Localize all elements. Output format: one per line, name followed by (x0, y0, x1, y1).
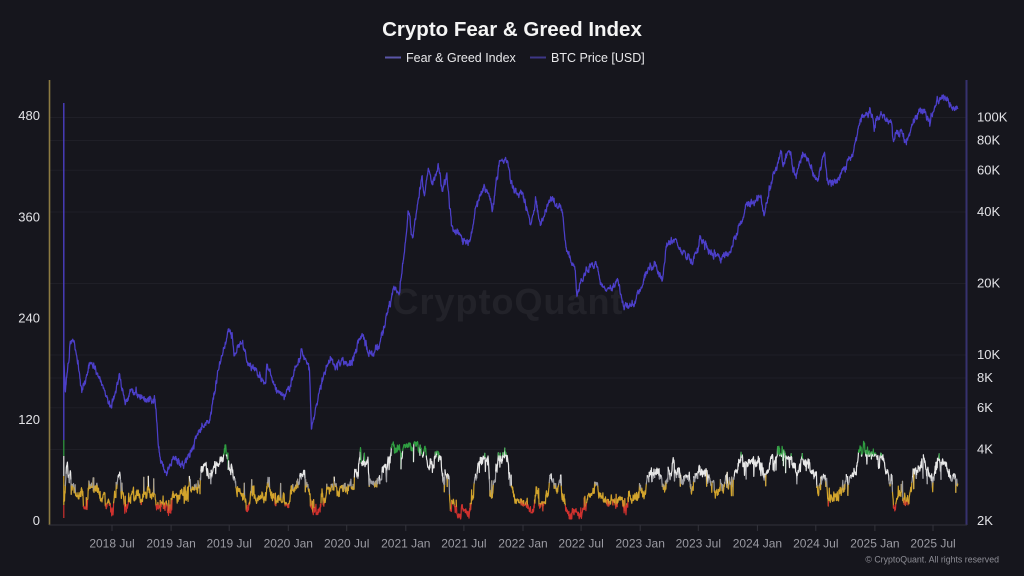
svg-text:2021 Jul: 2021 Jul (441, 537, 486, 551)
svg-text:Crypto Fear & Greed Index: Crypto Fear & Greed Index (382, 18, 642, 41)
svg-text:2020 Jul: 2020 Jul (324, 537, 369, 551)
svg-text:2023 Jan: 2023 Jan (616, 537, 665, 551)
svg-text:2024 Jan: 2024 Jan (733, 537, 782, 551)
svg-text:240: 240 (18, 311, 40, 326)
svg-text:2025 Jul: 2025 Jul (910, 537, 955, 551)
svg-text:Fear & Greed Index: Fear & Greed Index (406, 51, 517, 65)
svg-text:2022 Jan: 2022 Jan (498, 537, 547, 551)
svg-text:2024 Jul: 2024 Jul (793, 537, 838, 551)
svg-text:120: 120 (18, 412, 40, 427)
svg-text:2019 Jul: 2019 Jul (207, 537, 252, 551)
svg-text:2021 Jan: 2021 Jan (381, 537, 430, 551)
svg-text:100K: 100K (977, 110, 1008, 125)
svg-text:2018 Jul: 2018 Jul (89, 537, 134, 551)
svg-text:10K: 10K (977, 347, 1000, 362)
svg-text:CryptoQuant: CryptoQuant (393, 281, 624, 322)
svg-text:2022 Jul: 2022 Jul (558, 537, 603, 551)
svg-text:80K: 80K (977, 133, 1000, 148)
svg-text:© CryptoQuant. All rights rese: © CryptoQuant. All rights reserved (865, 555, 999, 565)
svg-text:480: 480 (18, 108, 40, 123)
svg-text:2K: 2K (977, 513, 993, 528)
svg-text:0: 0 (33, 513, 40, 528)
svg-text:2020 Jan: 2020 Jan (264, 537, 313, 551)
svg-text:360: 360 (18, 209, 40, 224)
svg-text:2019 Jan: 2019 Jan (146, 537, 195, 551)
svg-text:2023 Jul: 2023 Jul (676, 537, 721, 551)
svg-text:BTC Price [USD]: BTC Price [USD] (551, 51, 645, 65)
svg-text:20K: 20K (977, 276, 1000, 291)
svg-text:2025 Jan: 2025 Jan (850, 537, 899, 551)
svg-text:8K: 8K (977, 370, 993, 385)
svg-text:4K: 4K (977, 442, 993, 457)
svg-text:6K: 6K (977, 400, 993, 415)
svg-text:60K: 60K (977, 162, 1000, 177)
svg-text:40K: 40K (977, 204, 1000, 219)
